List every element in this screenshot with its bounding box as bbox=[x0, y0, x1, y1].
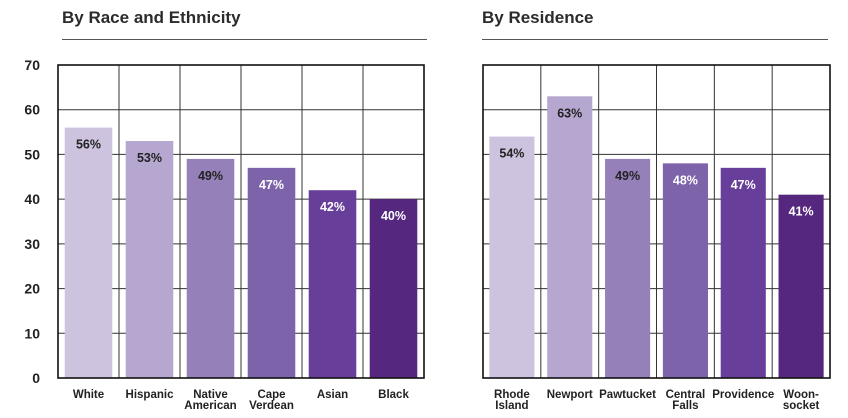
race-ethnicity-title-rule bbox=[62, 39, 427, 40]
race-y-tick-label: 0 bbox=[32, 370, 40, 386]
race-category-label: Verdean bbox=[249, 400, 294, 412]
race-bar-value-label: 56% bbox=[76, 138, 101, 152]
residence-title-rule bbox=[482, 39, 828, 40]
residence-category-label: Woon- bbox=[783, 389, 819, 401]
residence-bar-value-label: 48% bbox=[673, 173, 698, 187]
race-y-tick-label: 60 bbox=[24, 102, 40, 118]
residence-bar-value-label: 49% bbox=[615, 169, 640, 183]
residence-bar bbox=[605, 158, 651, 378]
race-bar bbox=[64, 127, 113, 378]
residence-plot-frame bbox=[482, 64, 831, 379]
race-category-label: Native bbox=[193, 389, 228, 401]
residence-category-label: Central bbox=[666, 389, 706, 401]
race-bar bbox=[247, 167, 296, 378]
race-category-label: Asian bbox=[317, 389, 348, 401]
race-bar-value-label: 53% bbox=[137, 151, 162, 165]
race-bar bbox=[308, 190, 357, 378]
race-y-tick-label: 30 bbox=[24, 236, 40, 252]
residence-category-label: Pawtucket bbox=[599, 389, 656, 401]
residence-category-label: Rhode bbox=[494, 389, 530, 401]
residence-bar bbox=[778, 194, 824, 378]
race-y-tick-label: 50 bbox=[24, 146, 40, 162]
residence-category-label: Newport bbox=[547, 389, 593, 401]
race-y-tick-label: 70 bbox=[24, 57, 40, 73]
race-category-label: Hispanic bbox=[126, 389, 175, 401]
race-bar-value-label: 47% bbox=[259, 178, 284, 192]
race-plot-frame bbox=[57, 64, 425, 379]
race-y-tick-label: 20 bbox=[24, 281, 40, 297]
residence-category-label: socket bbox=[783, 400, 820, 412]
residence-title: By Residence bbox=[482, 8, 594, 27]
race-category-label: Black bbox=[378, 389, 409, 401]
residence-category-label: Providence bbox=[712, 389, 774, 401]
race-bar-value-label: 49% bbox=[198, 169, 223, 183]
race-bar bbox=[186, 158, 235, 378]
race-bar bbox=[369, 199, 418, 378]
race-bar-value-label: 40% bbox=[381, 209, 406, 223]
race-y-tick-label: 10 bbox=[24, 325, 40, 341]
residence-bar-value-label: 54% bbox=[499, 147, 524, 161]
residence-bar-value-label: 41% bbox=[789, 205, 814, 219]
residence-category-label: Falls bbox=[672, 400, 698, 412]
race-category-label: White bbox=[73, 389, 104, 401]
residence-bar bbox=[720, 167, 766, 378]
race-category-label: American bbox=[184, 400, 236, 412]
race-bar bbox=[125, 141, 174, 378]
residence-bar-value-label: 63% bbox=[557, 106, 582, 120]
residence-category-label: Island bbox=[495, 400, 528, 412]
residence-bar-value-label: 47% bbox=[731, 178, 756, 192]
race-category-label: Cape bbox=[257, 389, 285, 401]
residence-bar bbox=[489, 136, 535, 378]
residence-bar bbox=[662, 163, 708, 378]
residence-bar bbox=[547, 96, 593, 379]
race-y-tick-label: 40 bbox=[24, 191, 40, 207]
race-bar-value-label: 42% bbox=[320, 200, 345, 214]
race-ethnicity-title: By Race and Ethnicity bbox=[62, 8, 241, 27]
